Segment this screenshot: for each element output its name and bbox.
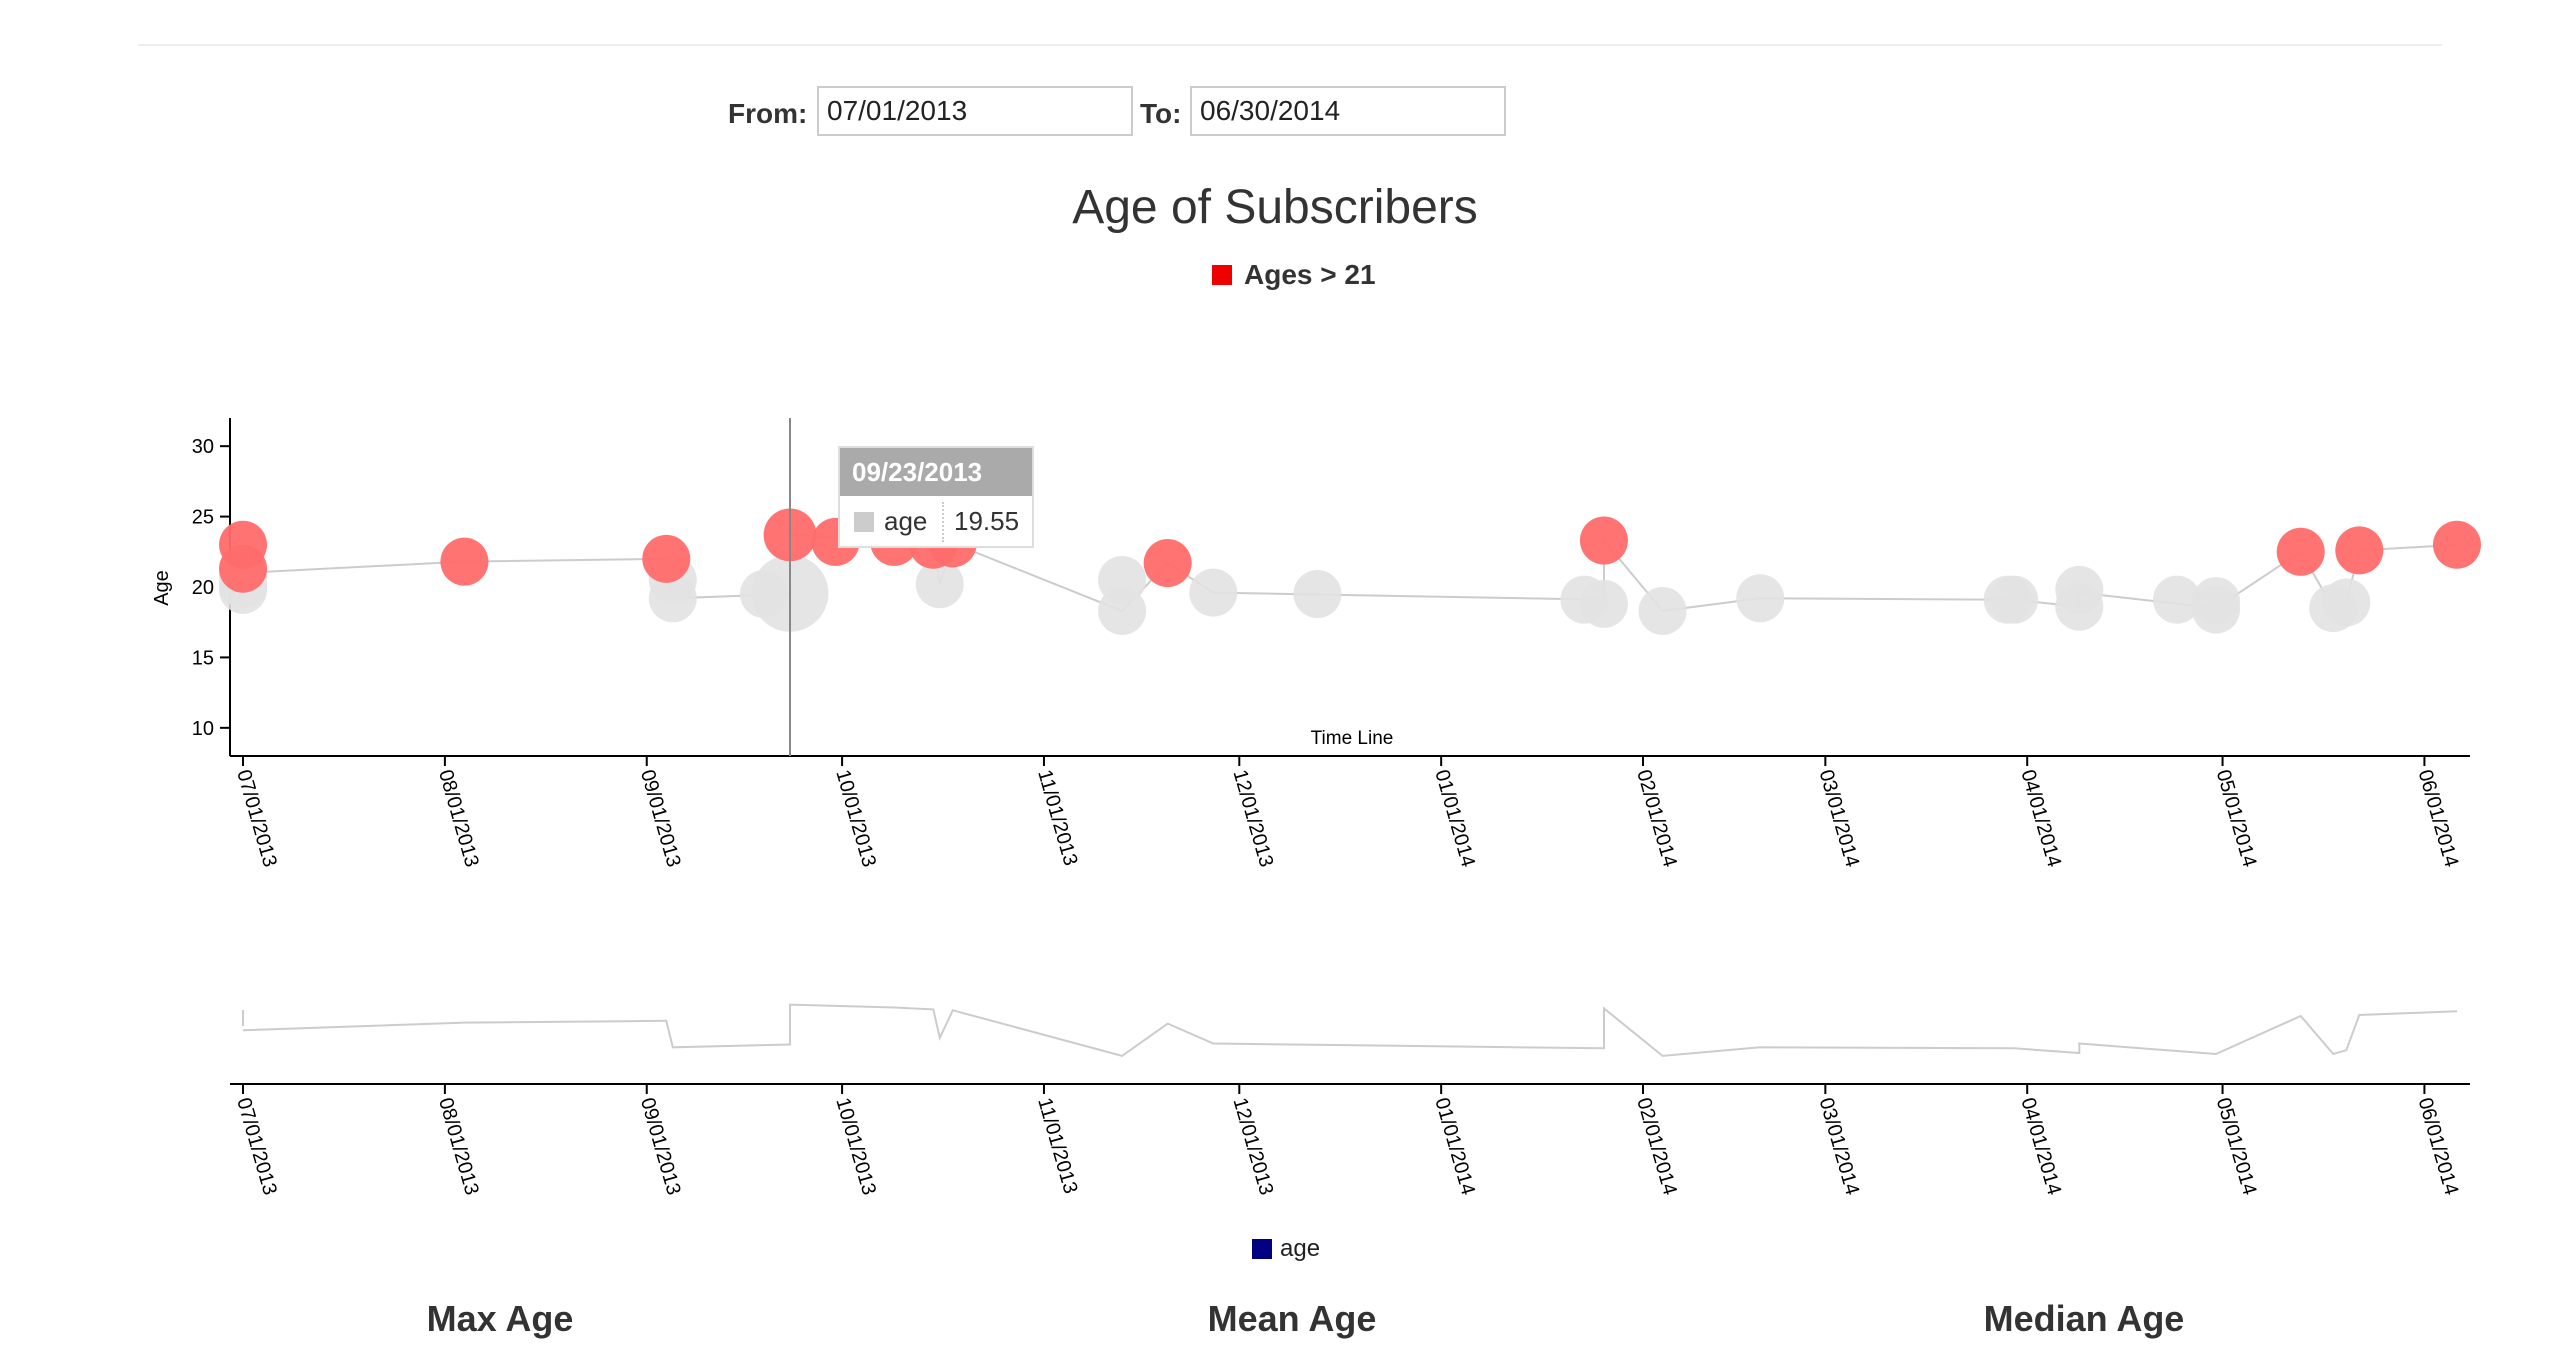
- data-point-above-21: [642, 534, 691, 583]
- date-range-form: From: To:: [0, 86, 2550, 140]
- data-point: [915, 560, 964, 609]
- y-tick-label: 25: [192, 507, 214, 529]
- legend-label-age: age: [1280, 1235, 1321, 1262]
- main-plot: 10 15 20 25 30 Age Time Line 07/01/2013 08/01/20…: [151, 418, 2481, 870]
- tooltip-value: 19.55: [954, 506, 1020, 536]
- data-point: [1990, 575, 2039, 624]
- x-tick-label: 04/01/2014: [2016, 1095, 2065, 1197]
- overview-series-line: [242, 1003, 2458, 1057]
- y-tick-label: 10: [192, 718, 214, 740]
- x-tick-label: 01/01/2014: [1430, 767, 1479, 869]
- tooltip-separator: [942, 502, 944, 542]
- to-date-input[interactable]: [1190, 86, 1506, 136]
- x-tick-label: 01/01/2014: [1430, 1095, 1479, 1197]
- data-point: [1638, 586, 1687, 635]
- x-tick-label: 10/01/2013: [831, 767, 880, 869]
- x-tick-label: 02/01/2014: [1632, 1095, 1681, 1197]
- x-tick-label: 12/01/2013: [1228, 767, 1277, 869]
- tooltip: 09/23/2013 age 19.55: [838, 446, 1034, 548]
- chart-title: Age of Subscribers: [1072, 181, 1478, 234]
- top-divider: [138, 44, 2442, 46]
- x-tick-label: 08/01/2013: [434, 1095, 483, 1197]
- x-tick-label: 04/01/2014: [2016, 767, 2065, 869]
- y-tick-label: 20: [192, 577, 214, 599]
- data-point-above-21: [1579, 516, 1628, 565]
- x-tick-label: 05/01/2014: [2212, 1095, 2261, 1197]
- series-line: [242, 533, 2458, 613]
- to-label: To:: [1140, 98, 1182, 129]
- y-tick-label: 30: [192, 436, 214, 458]
- y-tick-label: 15: [192, 647, 214, 669]
- max-age-heading: Max Age: [426, 1298, 574, 1339]
- x-tick-label: 10/01/2013: [831, 1095, 880, 1197]
- tooltip-swatch: [854, 512, 874, 532]
- x-tick-label: 12/01/2013: [1228, 1095, 1277, 1197]
- legend-swatch-ages-over-21: [1212, 265, 1232, 285]
- data-point: [2152, 575, 2201, 624]
- data-point: [2192, 585, 2241, 634]
- data-point: [1293, 570, 1342, 619]
- y-axis-label: Age: [151, 570, 173, 606]
- x-tick-label: 11/01/2013: [1033, 767, 1081, 868]
- data-point-above-21: [440, 537, 489, 586]
- data-point-above-21: [1143, 539, 1192, 588]
- x-tick-label: 02/01/2014: [1632, 767, 1681, 869]
- from-date-input[interactable]: [817, 86, 1133, 136]
- data-point: [2055, 582, 2104, 631]
- data-point: [1098, 586, 1147, 635]
- legend-swatch-age: [1252, 1239, 1272, 1259]
- data-point: [1579, 579, 1628, 628]
- tooltip-series: age: [884, 506, 928, 536]
- legend-bottom[interactable]: age: [1252, 1234, 1320, 1264]
- x-tick-label: 06/01/2014: [2414, 767, 2463, 869]
- median-age-heading: Median Age: [1983, 1298, 2185, 1339]
- x-tick-label: 08/01/2013: [434, 767, 483, 869]
- data-point: [1736, 574, 1785, 623]
- x-tick-label: 07/01/2013: [232, 767, 281, 869]
- x-tick-label: 09/01/2013: [636, 767, 685, 869]
- overview-plot[interactable]: 07/01/2013 08/01/2013 09/01/2013 10/01/2013…: [230, 1003, 2470, 1198]
- x-tick-label: 06/01/2014: [2414, 1095, 2463, 1197]
- legend-label-ages-over-21: Ages > 21: [1244, 259, 1376, 290]
- x-tick-label: 05/01/2014: [2212, 767, 2261, 869]
- legend-top[interactable]: Ages > 21: [1212, 258, 1376, 292]
- tooltip-date: 09/23/2013: [840, 448, 1032, 496]
- data-point-above-21: [2276, 527, 2325, 576]
- mean-age-heading: Mean Age: [1207, 1298, 1377, 1339]
- x-tick-label: 07/01/2013: [232, 1095, 281, 1197]
- x-tick-label: 03/01/2014: [1815, 1095, 1864, 1197]
- data-point-above-21: [2432, 520, 2481, 569]
- x-axis-label: Time Line: [1311, 728, 1394, 749]
- tooltip-row: age 19.55: [840, 496, 1032, 548]
- x-tick-label: 03/01/2014: [1815, 767, 1864, 869]
- from-label: From:: [728, 98, 808, 129]
- data-point-above-21: [219, 544, 268, 593]
- data-point: [648, 574, 697, 623]
- x-tick-label: 11/01/2013: [1033, 1095, 1081, 1196]
- data-point-above-21: [2335, 526, 2384, 575]
- data-point: [1189, 568, 1238, 617]
- x-tick-label: 09/01/2013: [636, 1095, 685, 1197]
- data-point: [2322, 578, 2371, 627]
